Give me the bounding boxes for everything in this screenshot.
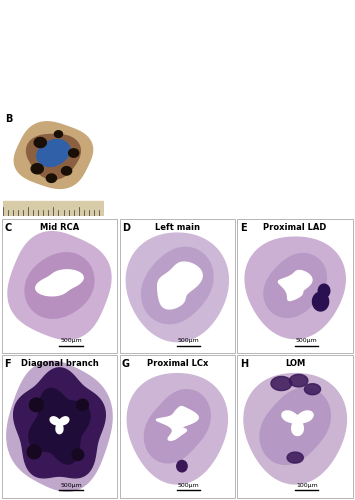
Text: LAD
distal: LAD distal xyxy=(107,127,134,148)
Polygon shape xyxy=(61,166,72,175)
Polygon shape xyxy=(13,368,105,478)
Polygon shape xyxy=(318,284,330,298)
Polygon shape xyxy=(34,138,47,147)
Polygon shape xyxy=(264,254,326,318)
Text: 100μm: 100μm xyxy=(296,482,318,488)
Polygon shape xyxy=(289,374,308,387)
Ellipse shape xyxy=(177,460,187,472)
Text: Proximal LAD: Proximal LAD xyxy=(263,222,327,232)
Polygon shape xyxy=(126,233,228,342)
Polygon shape xyxy=(50,417,69,434)
Polygon shape xyxy=(25,253,94,318)
Polygon shape xyxy=(36,270,83,296)
Text: 500μm: 500μm xyxy=(60,338,82,343)
Text: 500μm: 500μm xyxy=(60,482,82,488)
Polygon shape xyxy=(27,445,41,458)
Text: LAD: LAD xyxy=(146,78,166,88)
Polygon shape xyxy=(37,140,70,166)
Polygon shape xyxy=(282,411,313,436)
Polygon shape xyxy=(77,399,88,410)
Polygon shape xyxy=(29,388,90,464)
Polygon shape xyxy=(312,292,329,311)
Text: B: B xyxy=(5,114,12,124)
Text: Case 1: 8 months old: Case 1: 8 months old xyxy=(99,2,256,16)
Text: Diagonal branch: Diagonal branch xyxy=(21,360,98,368)
Text: A: A xyxy=(5,26,14,36)
Text: H: H xyxy=(240,360,248,370)
Polygon shape xyxy=(158,262,202,309)
Text: G: G xyxy=(122,360,130,370)
Polygon shape xyxy=(54,130,62,138)
Polygon shape xyxy=(144,390,210,463)
Text: LOM: LOM xyxy=(285,360,305,368)
Polygon shape xyxy=(72,449,84,460)
Text: E: E xyxy=(240,222,246,232)
Polygon shape xyxy=(69,149,79,157)
Polygon shape xyxy=(127,374,228,484)
Polygon shape xyxy=(287,452,303,463)
Text: F: F xyxy=(4,360,11,370)
Polygon shape xyxy=(142,248,213,324)
Bar xyxy=(3,202,104,216)
Text: Proximal LCx: Proximal LCx xyxy=(147,360,208,368)
Polygon shape xyxy=(14,122,93,188)
Text: Mid RCA: Mid RCA xyxy=(40,222,79,232)
Text: 500μm: 500μm xyxy=(178,338,200,343)
Text: Left main: Left main xyxy=(155,222,200,232)
Text: 500μm: 500μm xyxy=(178,482,200,488)
Text: 500μm: 500μm xyxy=(296,338,318,343)
Polygon shape xyxy=(245,237,345,338)
Polygon shape xyxy=(305,384,321,394)
Polygon shape xyxy=(27,134,80,179)
Polygon shape xyxy=(260,388,330,464)
Text: C: C xyxy=(4,222,11,232)
Text: LCX: LCX xyxy=(283,70,302,80)
Polygon shape xyxy=(29,398,43,411)
Text: Left main: Left main xyxy=(213,32,259,42)
Polygon shape xyxy=(157,406,198,440)
Polygon shape xyxy=(7,362,112,491)
Text: D: D xyxy=(122,222,130,232)
Text: Diagonal: Diagonal xyxy=(192,156,235,166)
Polygon shape xyxy=(271,376,292,390)
Polygon shape xyxy=(47,174,56,182)
Polygon shape xyxy=(31,164,43,174)
Text: LOM: LOM xyxy=(255,113,276,123)
Text: RCA: RCA xyxy=(26,88,46,98)
Polygon shape xyxy=(278,270,312,300)
Polygon shape xyxy=(8,232,111,340)
Polygon shape xyxy=(244,374,346,484)
